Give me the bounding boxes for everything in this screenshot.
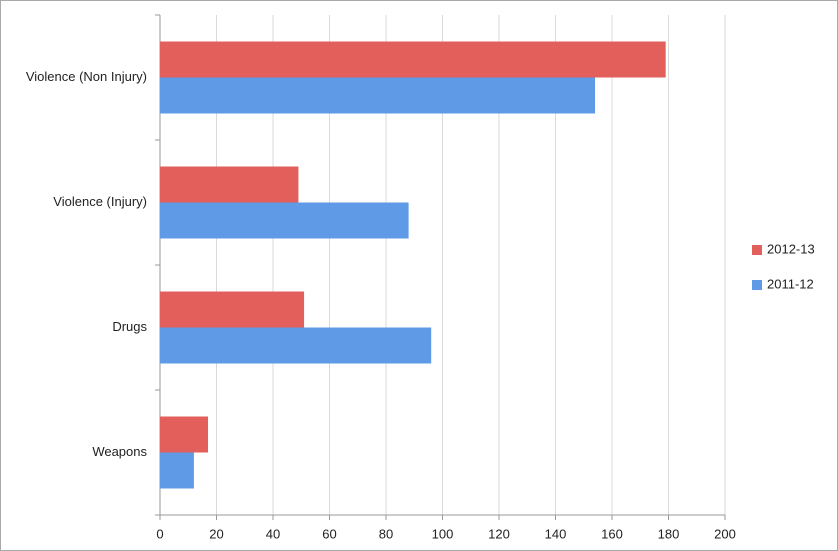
y-tick-label: Drugs (112, 319, 147, 334)
y-tick-label: Violence (Non Injury) (26, 69, 147, 84)
x-tick-label: 180 (658, 526, 680, 541)
y-tick-label: Violence (Injury) (53, 194, 147, 209)
bar (160, 77, 596, 114)
legend-label: 2011-12 (767, 276, 814, 291)
x-tick-label: 200 (714, 526, 736, 541)
bar (160, 452, 194, 489)
bar (160, 416, 209, 453)
x-tick-label: 100 (432, 526, 454, 541)
legend-label: 2012-13 (767, 241, 815, 256)
legend-swatch (752, 280, 762, 290)
bar (160, 41, 666, 78)
x-tick-label: 120 (488, 526, 510, 541)
x-tick-label: 60 (322, 526, 336, 541)
y-tick-label: Weapons (92, 444, 147, 459)
x-tick-label: 20 (209, 526, 223, 541)
x-tick-label: 80 (379, 526, 393, 541)
x-tick-label: 0 (156, 526, 163, 541)
bar (160, 202, 409, 239)
bar (160, 291, 305, 328)
x-tick-label: 140 (545, 526, 567, 541)
x-tick-label: 160 (601, 526, 623, 541)
legend-swatch (752, 245, 762, 255)
bar (160, 166, 299, 203)
bar (160, 327, 432, 364)
x-tick-label: 40 (266, 526, 280, 541)
